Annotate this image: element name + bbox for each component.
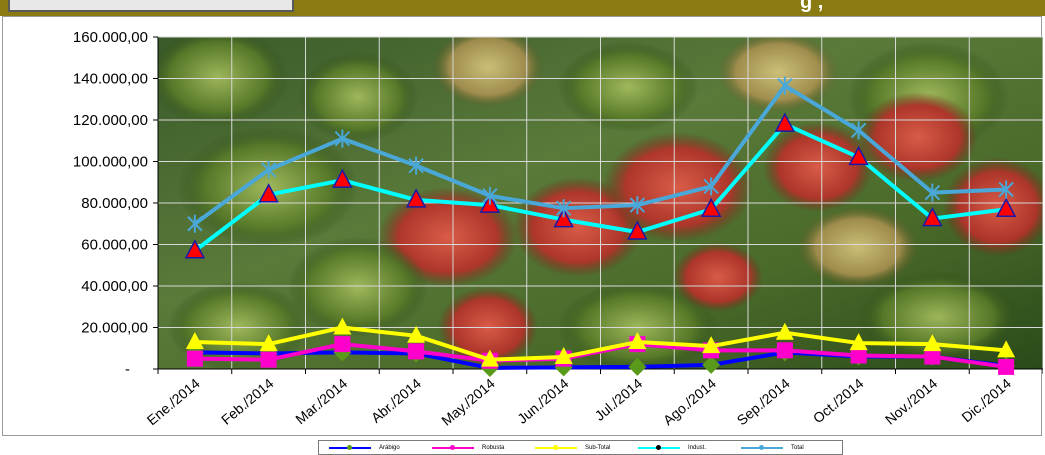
title-box	[8, 0, 294, 12]
data-point	[408, 343, 425, 360]
data-point	[998, 358, 1015, 375]
y-tick-label: 40.000,00	[81, 278, 148, 295]
data-point	[995, 197, 1017, 217]
data-point	[405, 188, 427, 208]
data-point	[629, 196, 646, 215]
legend-swatch	[432, 444, 474, 450]
series-total	[187, 76, 1014, 233]
data-point	[260, 160, 277, 179]
data-point	[555, 199, 572, 218]
data-point	[554, 346, 573, 364]
y-tick-label: 20.000,00	[81, 320, 148, 337]
data-point	[186, 350, 203, 367]
series-sub-total	[185, 317, 1016, 367]
data-point	[774, 112, 796, 132]
data-point	[259, 334, 278, 352]
line-chart: 160.000,00 140.000,00 120.000,00 100.000,00…	[73, 29, 1043, 429]
data-point	[776, 342, 793, 359]
data-point	[480, 349, 499, 367]
data-point	[184, 239, 206, 259]
legend-label: Indust.	[688, 444, 707, 451]
data-point	[332, 168, 353, 188]
data-point	[703, 177, 719, 196]
series-line	[193, 83, 1007, 226]
data-point	[998, 180, 1014, 199]
legend-label: Sub-Total	[585, 444, 611, 451]
legend-swatch	[535, 444, 577, 450]
data-point	[482, 186, 498, 205]
data-point	[922, 206, 943, 227]
legend-item: Sub-Total	[535, 441, 610, 454]
data-point	[187, 214, 203, 233]
y-tick-label: 60.000,00	[81, 237, 148, 254]
series-indust-	[184, 112, 1017, 259]
legend-item: Total	[741, 441, 804, 454]
data-point	[185, 332, 204, 350]
legend-swatch	[638, 444, 680, 450]
data-point	[628, 332, 647, 350]
data-point	[702, 355, 721, 374]
x-tick-label: Abr./2014	[368, 375, 424, 426]
legend-item: Arábigo	[329, 441, 400, 454]
y-tick-label: 160.000,00	[73, 29, 148, 46]
legend-swatch	[329, 444, 371, 450]
x-tick-label: Mar./2014	[292, 375, 350, 427]
data-point	[333, 317, 352, 335]
legend-item: Robusta	[432, 441, 504, 454]
title-bar: g ,	[0, 0, 1045, 16]
x-tick-label: Oct./2014	[810, 375, 867, 426]
chart-frame: 160.000,00 140.000,00 120.000,00 100.000,00…	[2, 16, 1043, 455]
data-point	[702, 336, 721, 354]
data-point	[848, 145, 869, 166]
data-point	[628, 357, 647, 376]
y-tick-label: 120.000,00	[73, 112, 148, 129]
legend-marker	[553, 444, 558, 450]
data-point	[850, 347, 867, 364]
y-tick-label: 80.000,00	[81, 195, 148, 212]
data-point	[258, 183, 279, 203]
series-line	[194, 325, 1007, 362]
x-tick-label: Jul./2014	[591, 375, 645, 424]
legend-marker	[656, 444, 661, 450]
data-point	[849, 333, 868, 351]
y-tick-label: -	[125, 361, 130, 378]
x-tick-label: Sep./2014	[734, 375, 793, 428]
data-point	[850, 121, 867, 140]
data-point	[553, 207, 574, 228]
data-point	[627, 220, 648, 240]
y-tick-label: 140.000,00	[73, 71, 148, 88]
legend-label: Robusta	[482, 444, 505, 451]
y-tick-label: 100.000,00	[73, 154, 148, 171]
legend-item: Indust.	[638, 441, 706, 454]
x-tick-label: Nov./2014	[882, 375, 941, 428]
data-point	[777, 76, 793, 95]
legend: Arábigo Robusta Sub-Total Indust. Total	[318, 440, 843, 455]
legend-label: Total	[791, 444, 804, 451]
data-point	[924, 348, 941, 365]
legend-label: Arábigo	[379, 444, 400, 451]
x-tick-label: Ago./2014	[660, 375, 719, 428]
x-tick-label: Ene./2014	[144, 375, 203, 428]
x-tick-label: Feb./2014	[218, 375, 277, 428]
data-point	[334, 336, 351, 353]
data-point	[997, 340, 1016, 358]
x-tick-label: Jun./2014	[514, 375, 572, 427]
data-point	[775, 322, 794, 340]
legend-marker	[759, 444, 764, 450]
data-point	[924, 183, 941, 202]
legend-swatch	[741, 444, 783, 450]
chart-title: g ,	[800, 0, 824, 13]
data-point	[260, 351, 277, 368]
legend-marker	[450, 444, 455, 450]
data-point	[923, 334, 942, 352]
x-tick-label: May./2014	[438, 375, 498, 429]
series-line	[193, 122, 1007, 253]
data-point	[700, 197, 722, 217]
data-point	[407, 325, 426, 343]
legend-marker	[347, 444, 352, 450]
data-point	[408, 156, 424, 175]
x-tick-label: Dic./2014	[958, 375, 1014, 425]
data-point	[334, 129, 351, 148]
